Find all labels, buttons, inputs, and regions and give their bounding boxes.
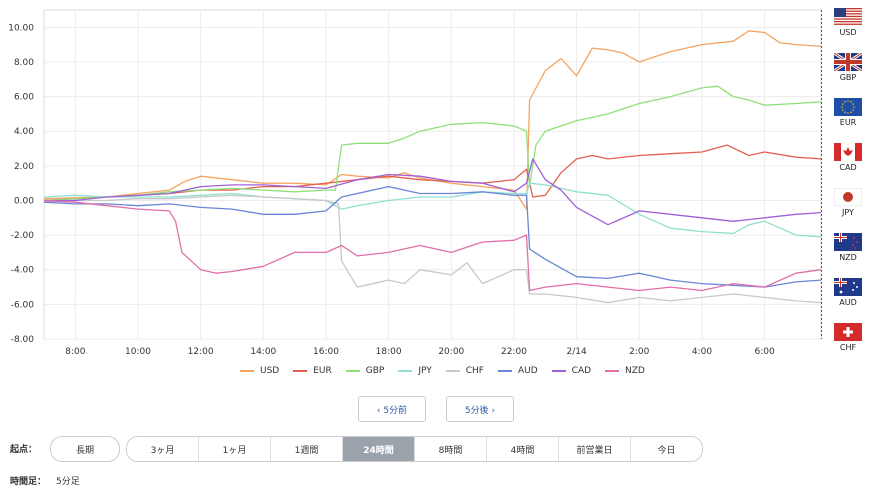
eu-flag-icon: [834, 98, 862, 116]
x-tick-label: 16:00: [313, 347, 339, 357]
legend-item-aud[interactable]: AUD: [497, 366, 538, 376]
currency-flag-list: USD GBP EUR CAD JPY NZD AUD CHF: [828, 8, 868, 368]
us-flag-icon: [834, 8, 862, 25]
flag-code-label: CHF: [839, 343, 857, 352]
range-button[interactable]: 今日: [631, 437, 702, 461]
series-line-jpy: [43, 182, 822, 238]
legend-swatch: [445, 370, 460, 372]
series-line-usd: [43, 30, 822, 210]
flag-gbp[interactable]: GBP: [828, 53, 868, 98]
flag-cad[interactable]: CAD: [828, 143, 868, 188]
legend-item-jpy[interactable]: JPY: [398, 366, 432, 376]
legend-label: NZD: [625, 366, 645, 376]
legend-item-chf[interactable]: CHF: [445, 366, 484, 376]
legend-item-usd[interactable]: USD: [240, 366, 279, 376]
long-term-button[interactable]: 長期: [50, 436, 120, 462]
legend-swatch: [551, 370, 566, 372]
x-tick-label: 20:00: [438, 347, 464, 357]
range-button[interactable]: 24時間: [343, 437, 415, 461]
series-line-chf: [43, 194, 822, 304]
plot-area: [43, 9, 822, 340]
series-line-gbp: [43, 85, 822, 202]
y-tick-label: 10.00: [8, 23, 34, 33]
fx-line-chart: 10.00 8.00 6.00 4.00 2.00 0.00 -2.00 -4.00 -6.00…: [8, 9, 822, 357]
au-flag-icon: [834, 278, 862, 296]
legend-label: CAD: [571, 366, 592, 376]
y-tick-label: -6.00: [11, 300, 35, 310]
legend-item-eur[interactable]: EUR: [293, 366, 332, 376]
x-tick-label: 14:00: [250, 347, 276, 357]
chart-legend: USD EUR GBP JPY CHF AUD CAD NZD: [240, 366, 645, 376]
x-tick-label: 18:00: [376, 347, 402, 357]
legend-swatch: [605, 370, 620, 372]
flag-code-label: AUD: [839, 298, 857, 307]
legend-swatch: [240, 370, 254, 372]
flag-nzd[interactable]: NZD: [828, 233, 868, 278]
flag-eur[interactable]: EUR: [828, 98, 868, 143]
legend-label: AUD: [517, 366, 538, 376]
legend-swatch: [293, 370, 308, 372]
legend-label: EUR: [313, 366, 332, 376]
ca-flag-icon: [834, 143, 862, 161]
range-button[interactable]: 3ヶ月: [127, 437, 199, 461]
prev-5min-button[interactable]: ‹ 5分前: [358, 396, 426, 422]
uk-flag-icon: [834, 53, 862, 71]
x-tick-label: 2/14: [567, 347, 587, 357]
legend-label: CHF: [465, 366, 484, 376]
range-button[interactable]: 1週間: [271, 437, 343, 461]
legend-swatch: [497, 370, 512, 372]
flag-code-label: CAD: [839, 163, 857, 172]
flag-code-label: GBP: [839, 73, 857, 82]
flag-code-label: NZD: [839, 253, 857, 262]
x-tick-label: 2:00: [629, 347, 649, 357]
flag-code-label: EUR: [839, 118, 857, 127]
nz-flag-icon: [834, 233, 862, 251]
series-line-cad: [44, 158, 822, 226]
x-tick-label: 8:00: [65, 347, 85, 357]
flag-usd[interactable]: USD: [828, 8, 868, 53]
flag-chf[interactable]: CHF: [828, 323, 868, 368]
legend-swatch: [345, 370, 360, 372]
x-tick-label: 4:00: [692, 347, 712, 357]
y-tick-label: -8.00: [11, 335, 35, 345]
legend-label: GBP: [365, 366, 385, 376]
legend-label: JPY: [418, 366, 432, 376]
y-tick-label: 6.00: [14, 93, 34, 103]
next-5min-button[interactable]: 5分後 ›: [446, 396, 514, 422]
y-tick-label: -2.00: [11, 231, 35, 241]
flag-jpy[interactable]: JPY: [828, 188, 868, 233]
range-button[interactable]: 前営業日: [559, 437, 631, 461]
range-selector: 3ヶ月 1ヶ月 1週間 24時間 8時間 4時間 前営業日 今日: [126, 436, 703, 462]
series-line-nzd: [43, 199, 822, 292]
x-tick-label: 12:00: [188, 347, 214, 357]
flag-code-label: USD: [839, 28, 857, 37]
legend-item-cad[interactable]: CAD: [551, 366, 592, 376]
y-tick-label: 2.00: [14, 162, 34, 172]
jp-flag-icon: [834, 188, 862, 206]
x-tick-label: 22:00: [501, 347, 527, 357]
flag-code-label: JPY: [842, 208, 854, 217]
timeframe-value: 5分足: [56, 477, 80, 487]
legend-item-gbp[interactable]: GBP: [345, 366, 385, 376]
legend-swatch: [398, 370, 413, 372]
series-line-aud: [43, 185, 822, 288]
range-button[interactable]: 8時間: [415, 437, 487, 461]
y-tick-label: -4.00: [11, 266, 35, 276]
ch-flag-icon: [834, 323, 862, 341]
flag-aud[interactable]: AUD: [828, 278, 868, 323]
legend-item-nzd[interactable]: NZD: [605, 366, 645, 376]
y-tick-label: 4.00: [14, 127, 34, 137]
series-line-eur: [43, 144, 822, 202]
legend-label: USD: [260, 366, 280, 376]
x-tick-label: 10:00: [125, 347, 151, 357]
y-tick-label: 8.00: [14, 58, 34, 68]
range-button[interactable]: 4時間: [487, 437, 559, 461]
x-tick-label: 6:00: [754, 347, 774, 357]
range-button[interactable]: 1ヶ月: [199, 437, 271, 461]
y-tick-label: 0.00: [14, 196, 34, 206]
start-point-label: 起点：: [10, 445, 38, 455]
timeframe-label: 時間足：: [10, 477, 47, 487]
